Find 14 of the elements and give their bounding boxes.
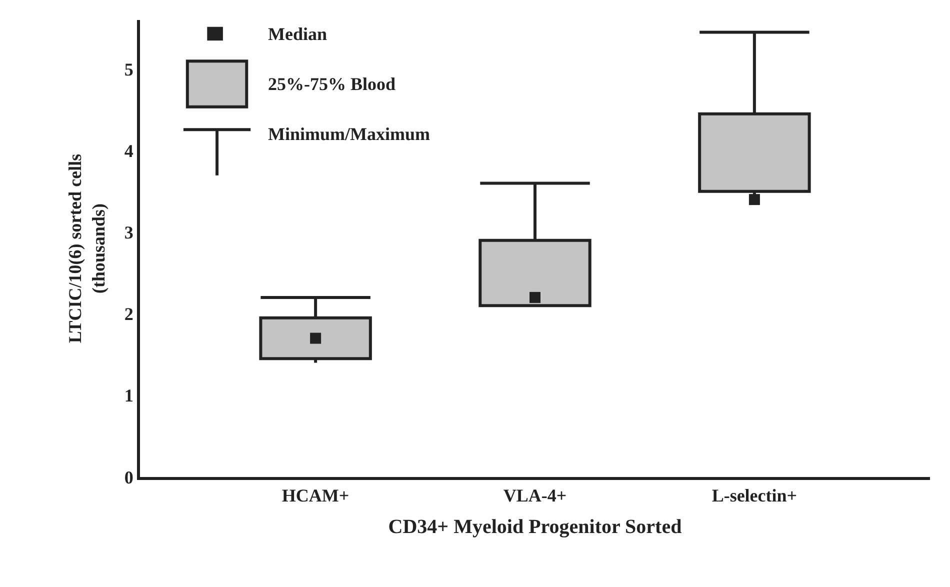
y-tick-label: 3 xyxy=(124,222,134,242)
x-tick-label: VLA-4+ xyxy=(503,486,567,506)
annotation: Median xyxy=(268,24,328,44)
y-tick-label: 2 xyxy=(124,304,134,324)
annotation: 25%-75% Blood xyxy=(268,74,396,94)
y-tick-label: 4 xyxy=(124,140,134,161)
annotation: Minimum/Maximum xyxy=(268,124,430,144)
y-axis-title: LTCIC/10(6) sorted cells (thousands) xyxy=(65,154,109,344)
y-tick-label: 1 xyxy=(124,386,134,406)
y-tick-label: 0 xyxy=(124,467,134,488)
x-axis-title: CD34+ Myeloid Progenitor Sorted xyxy=(388,516,682,538)
x-tick-label: HCAM+ xyxy=(282,486,350,506)
y-tick-label: 5 xyxy=(124,59,134,80)
x-tick-label: L-selectin+ xyxy=(712,486,798,506)
